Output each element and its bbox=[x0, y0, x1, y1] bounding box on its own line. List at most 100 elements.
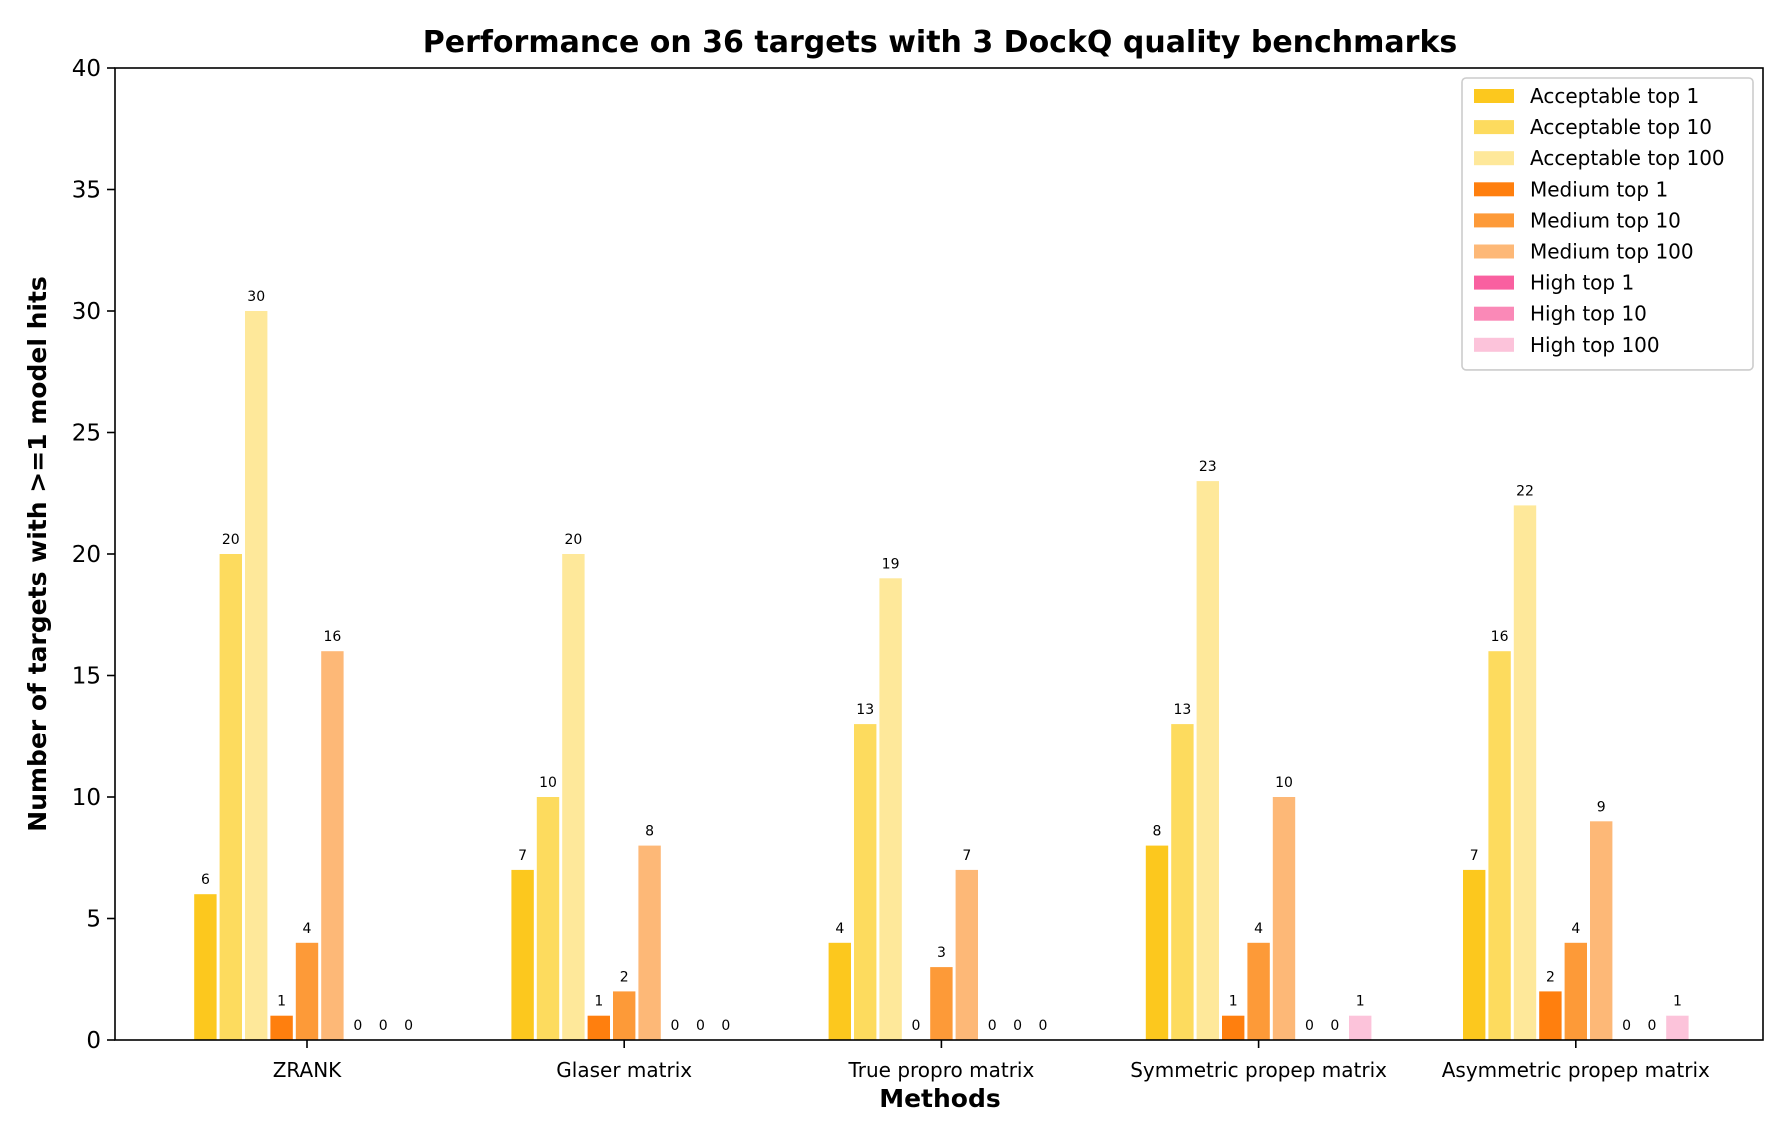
bar-value-label: 7 bbox=[962, 848, 971, 864]
bar-4-3 bbox=[1196, 481, 1219, 1041]
bar-5-9 bbox=[1666, 1015, 1689, 1040]
bar-value-label: 0 bbox=[353, 1018, 362, 1034]
bar-value-label: 0 bbox=[988, 1018, 997, 1034]
bar-2-6 bbox=[638, 845, 661, 1040]
bar-value-label: 20 bbox=[222, 532, 240, 548]
bar-2-5 bbox=[613, 991, 636, 1040]
bar-value-label: 7 bbox=[518, 848, 527, 864]
legend-swatch bbox=[1474, 275, 1514, 290]
bar-5-3 bbox=[1513, 505, 1537, 1040]
bar-value-label: 4 bbox=[1571, 921, 1580, 937]
bar-value-label: 2 bbox=[620, 969, 629, 985]
legend-swatch bbox=[1474, 244, 1514, 259]
bar-value-label: 4 bbox=[835, 921, 844, 937]
bar-value-label: 19 bbox=[882, 556, 900, 572]
bar-value-label: 8 bbox=[645, 824, 654, 840]
legend-entry: High top 1 bbox=[1530, 271, 1634, 295]
legend-entry: Acceptable top 1 bbox=[1530, 84, 1699, 108]
bar-4-4 bbox=[1222, 1015, 1245, 1040]
y-tick-label: 40 bbox=[72, 56, 101, 82]
bar-value-label: 30 bbox=[247, 289, 265, 305]
bar-value-label: 23 bbox=[1199, 459, 1217, 475]
x-tick-label: Symmetric propep matrix bbox=[1130, 1058, 1387, 1082]
y-tick-label: 30 bbox=[72, 299, 101, 325]
legend-swatch bbox=[1474, 182, 1514, 197]
x-tick-label: Glaser matrix bbox=[556, 1058, 692, 1082]
bar-value-label: 7 bbox=[1470, 848, 1479, 864]
bar-2-4 bbox=[587, 1015, 610, 1040]
bar-value-label: 20 bbox=[564, 532, 582, 548]
bar-5-5 bbox=[1564, 942, 1587, 1040]
legend-entry: Acceptable top 10 bbox=[1530, 115, 1712, 139]
bar-3-5 bbox=[930, 967, 953, 1040]
bar-1-1 bbox=[194, 894, 217, 1040]
bar-value-label: 1 bbox=[277, 994, 286, 1010]
legend-swatch bbox=[1474, 306, 1514, 321]
bar-value-label: 9 bbox=[1597, 799, 1606, 815]
bar-value-label: 8 bbox=[1153, 824, 1162, 840]
bar-4-2 bbox=[1171, 724, 1194, 1040]
bar-value-label: 0 bbox=[721, 1018, 730, 1034]
bar-value-label: 4 bbox=[1254, 921, 1263, 937]
x-tick-label: True propro matrix bbox=[847, 1058, 1034, 1082]
bar-4-5 bbox=[1247, 942, 1270, 1040]
bar-5-2 bbox=[1488, 651, 1511, 1040]
bar-2-2 bbox=[536, 797, 560, 1040]
legend-entry: Acceptable top 100 bbox=[1530, 146, 1725, 170]
bar-1-3 bbox=[245, 311, 268, 1040]
bar-2-1 bbox=[511, 869, 534, 1040]
bar-value-label: 6 bbox=[201, 872, 210, 888]
legend-entry: High top 10 bbox=[1530, 302, 1647, 326]
bar-value-label: 0 bbox=[1648, 1018, 1657, 1034]
bar-5-1 bbox=[1463, 869, 1486, 1040]
bar-value-label: 10 bbox=[1275, 775, 1293, 791]
bar-4-6 bbox=[1272, 797, 1296, 1040]
bar-1-4 bbox=[270, 1015, 293, 1040]
bar-4-1 bbox=[1145, 845, 1169, 1040]
bar-value-label: 0 bbox=[1039, 1018, 1048, 1034]
bar-1-6 bbox=[321, 651, 344, 1040]
bar-3-2 bbox=[854, 724, 877, 1040]
legend-entry: Medium top 100 bbox=[1530, 240, 1694, 264]
legend-swatch bbox=[1474, 151, 1514, 166]
bar-value-label: 2 bbox=[1546, 969, 1555, 985]
chart-title: Performance on 36 targets with 3 DockQ q… bbox=[423, 25, 1458, 60]
x-tick-label: Asymmetric propep matrix bbox=[1442, 1058, 1710, 1082]
legend-swatch bbox=[1474, 337, 1514, 352]
y-tick-label: 5 bbox=[86, 907, 101, 933]
bar-value-label: 1 bbox=[594, 994, 603, 1010]
bar-value-label: 0 bbox=[912, 1018, 921, 1034]
legend-swatch bbox=[1474, 89, 1514, 103]
bar-3-1 bbox=[828, 942, 851, 1040]
legend: Acceptable top 1 Acceptable top 10 Accepta… bbox=[1461, 77, 1754, 371]
x-tick-label: ZRANK bbox=[273, 1058, 342, 1082]
bar-value-label: 0 bbox=[696, 1018, 705, 1034]
bar-value-label: 22 bbox=[1516, 483, 1534, 499]
bar-value-label: 0 bbox=[379, 1018, 388, 1034]
bars-layer bbox=[194, 311, 1689, 1041]
bar-3-6 bbox=[955, 869, 978, 1040]
bar-value-label: 0 bbox=[671, 1018, 680, 1034]
bar-value-label: 3 bbox=[937, 945, 946, 961]
bar-value-label: 1 bbox=[1356, 994, 1365, 1010]
bar-3-3 bbox=[879, 578, 902, 1040]
bar-value-label: 0 bbox=[1330, 1018, 1339, 1034]
y-tick-label: 15 bbox=[72, 664, 101, 690]
y-tick-label: 10 bbox=[72, 785, 101, 811]
bar-1-2 bbox=[219, 554, 242, 1040]
y-axis-label: Number of targets with >=1 model hits bbox=[23, 276, 52, 832]
legend-swatch bbox=[1474, 120, 1514, 135]
bar-5-6 bbox=[1590, 821, 1613, 1040]
x-axis-label: Methods bbox=[879, 1084, 1001, 1113]
bar-value-label: 1 bbox=[1673, 994, 1682, 1010]
legend-entry: Medium top 10 bbox=[1530, 208, 1681, 232]
bar-value-label: 0 bbox=[404, 1018, 413, 1034]
bar-value-label: 0 bbox=[1013, 1018, 1022, 1034]
bar-value-label: 0 bbox=[1305, 1018, 1314, 1034]
legend-box bbox=[1461, 77, 1754, 371]
bar-1-5 bbox=[295, 942, 319, 1040]
y-tick-label: 20 bbox=[72, 542, 101, 568]
legend-entry: Medium top 1 bbox=[1530, 177, 1668, 201]
